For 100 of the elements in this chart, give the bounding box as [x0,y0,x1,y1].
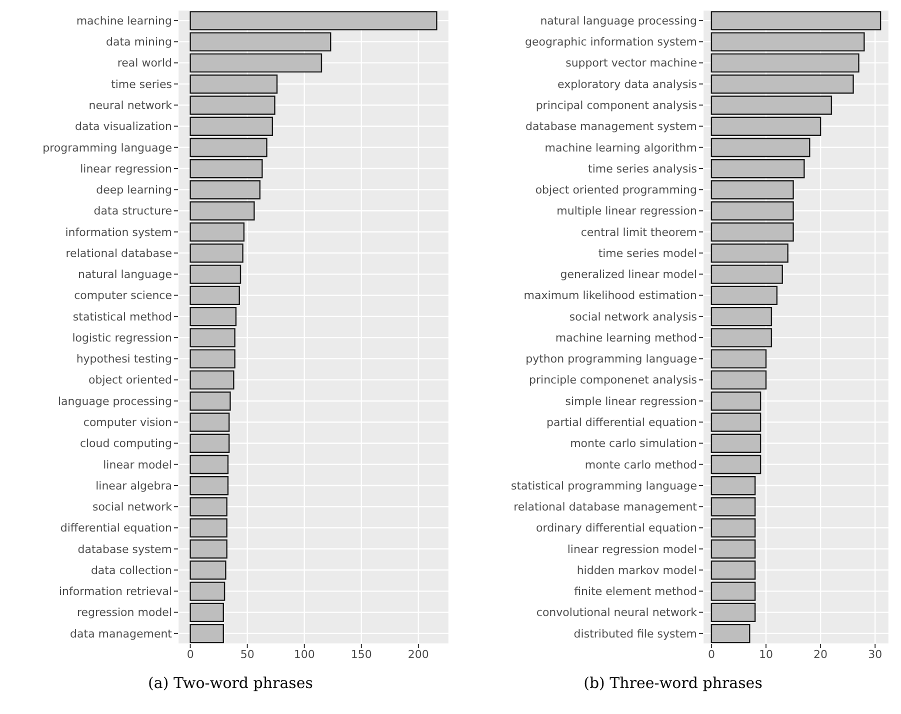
y-tick-label: multiple linear regression [556,204,698,218]
bar [190,116,274,136]
x-tick-label: 30 [868,648,882,661]
y-tick-label: principal component analysis [536,99,698,112]
text: (a) Two-word phrases [148,674,313,692]
bar [710,624,750,644]
y-tick-label: statistical programming language [511,479,698,492]
y-tick-label: linear model [103,458,172,472]
x-tick-label: 200 [408,648,429,661]
y-tick-label: data collection [90,564,172,577]
text: (b) Three-word phrases [584,674,762,692]
bar [190,53,322,73]
bar [710,53,860,73]
y-tick-label: data management [70,627,173,640]
bar [710,518,756,538]
y-tick-label: deep learning [96,184,172,197]
x-tick-label: 20 [814,648,828,661]
y-tick-label: statistical method [72,310,172,324]
y-tick-label: distributed file system [574,627,697,640]
bar [190,497,228,516]
y-tick-label: geographic information system [524,36,697,49]
y-tick-label: hidden markov model [576,564,697,577]
bar [190,391,231,411]
y-tick-label: convolutional neural network [536,606,698,620]
y-tick-label: partial differential equation [546,416,698,430]
bar [190,602,224,622]
bar [710,412,762,432]
bar [710,539,756,559]
y-tick-label: information retrieval [59,585,172,598]
x-tick-label: 0 [186,648,194,661]
y-tick-label: support vector machine [566,56,698,70]
y-tick-label: neural network [88,99,173,112]
bar [710,602,756,622]
y-tick-label: natural language [78,268,172,282]
y-tick-label: database management system [526,120,697,134]
y-tick-label: monte carlo method [584,458,697,472]
bar [190,518,228,538]
y-tick-label: maximum likelihood estimation [524,289,698,302]
y-tick-label: real world [117,56,172,70]
bar [190,624,224,644]
bar [190,370,234,390]
y-tick-label: linear regression model [567,542,697,556]
y-tick-label: data structure [94,204,172,218]
y-tick-label: ordinary differential equation [536,522,698,535]
bar [710,476,756,496]
y-tick-label: programming language [42,141,172,154]
y-tick-label: cloud computing [80,437,172,450]
bar [710,159,805,178]
bar [190,138,268,158]
y-tick-label: database system [78,542,172,556]
y-tick-label: time series analysis [588,162,698,176]
y-tick-label: time series model [598,246,697,260]
bar [190,286,240,306]
bar [190,222,245,242]
y-tick-label: computer vision [83,416,172,430]
bar [710,74,854,94]
bar [190,539,228,559]
x-tick-label: 150 [350,648,372,661]
y-tick-label: central limit theorem [580,226,697,239]
y-tick-label: finite element method [574,585,697,598]
bar [710,306,772,326]
bar [710,180,794,200]
bar [710,96,832,115]
y-tick-label: generalized linear model [560,268,697,282]
bar [190,306,237,326]
y-tick-label: object oriented programming [535,184,697,197]
bar [190,159,263,178]
bar [710,370,767,390]
x-tick-label: 50 [240,648,254,661]
y-tick-label: machine learning algorithm [544,141,697,154]
bar [710,286,778,306]
bar [710,434,762,453]
bar [190,180,260,200]
x-tick-label: 10 [759,648,773,661]
bar [190,434,230,453]
y-tick-label: principle componenet analysis [529,374,698,387]
bar [190,476,229,496]
y-tick-label: social network analysis [569,310,698,324]
y-tick-label: regression model [76,606,172,620]
y-tick-label: simple linear regression [565,394,698,408]
bar [190,412,230,432]
x-tick-label: 100 [294,648,315,661]
bar [710,116,822,136]
y-tick-label: machine learning method [555,331,697,344]
bar [190,74,278,94]
bar [710,222,794,242]
bar [710,138,810,158]
y-tick-label: natural language processing [540,14,697,28]
y-tick-label: relational database [66,246,172,260]
y-tick-label: time series [111,78,172,91]
y-tick-label: information system [65,226,172,239]
y-tick-label: machine learning [76,14,172,28]
y-tick-label: hypothesi testing [76,352,172,366]
y-tick-label: python programming language [526,352,698,366]
y-tick-label: linear regression [80,162,172,176]
bar [190,454,229,474]
y-tick-label: linear algebra [96,479,172,492]
bar [710,497,756,516]
y-tick-label: social network [92,500,173,514]
bar [190,201,255,220]
